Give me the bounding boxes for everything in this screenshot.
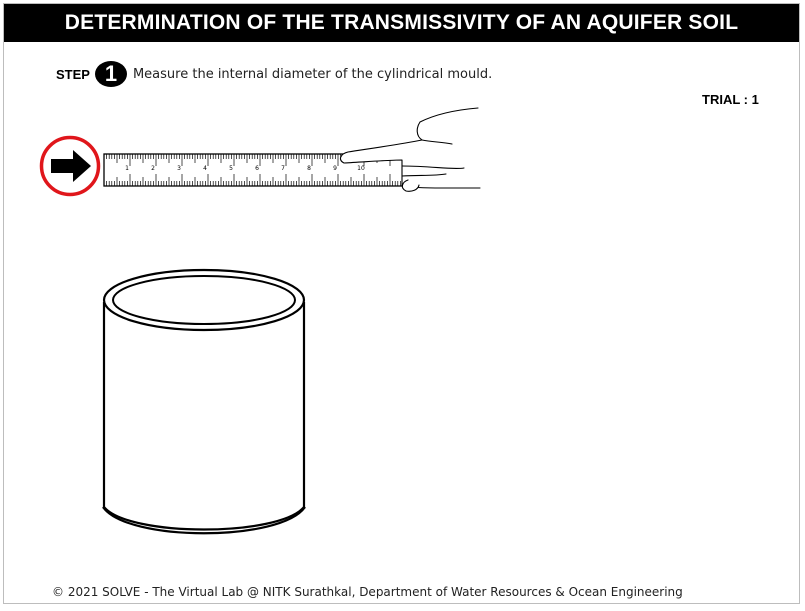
ruler-number-8: 8: [307, 165, 311, 172]
mould-body: [102, 302, 306, 531]
ruler-number-7: 7: [281, 165, 285, 172]
ruler-number-9: 9: [333, 165, 337, 172]
step-label: STEP: [56, 66, 90, 82]
measuring-scale[interactable]: 1 2 3 4 5 6 7 8 9 10: [102, 106, 482, 196]
ruler-number-3: 3: [177, 165, 181, 172]
ruler-number-10: 10: [357, 165, 365, 172]
page-title: DETERMINATION OF THE TRANSMISSIVITY OF A…: [4, 4, 799, 42]
mould-base: [102, 506, 306, 535]
lab-frame: DETERMINATION OF THE TRANSMISSIVITY OF A…: [3, 3, 800, 604]
mould-rim-inner: [112, 275, 296, 325]
arrow-shape: [51, 150, 91, 182]
ruler-number-5: 5: [229, 165, 233, 172]
hand-icon: [339, 107, 481, 192]
footer-credit: © 2021 SOLVE - The Virtual Lab @ NITK Su…: [52, 585, 683, 599]
step-instruction-row: STEP 1 Measure the internal diameter of …: [56, 61, 492, 87]
trial-indicator: TRIAL : 1: [702, 92, 759, 107]
ruler-number-4: 4: [203, 165, 207, 172]
cylindrical-mould: [102, 268, 306, 535]
step-instruction: Measure the internal diameter of the cyl…: [132, 66, 493, 82]
ruler-numbers: 1 2 3 4 5 6 7 8 9 10: [125, 165, 365, 172]
step-number-badge: 1: [94, 61, 127, 87]
right-arrow-icon[interactable]: [39, 134, 103, 200]
ruler-number-1: 1: [125, 165, 129, 172]
ruler-number-6: 6: [255, 165, 259, 172]
ruler-number-2: 2: [151, 165, 155, 172]
